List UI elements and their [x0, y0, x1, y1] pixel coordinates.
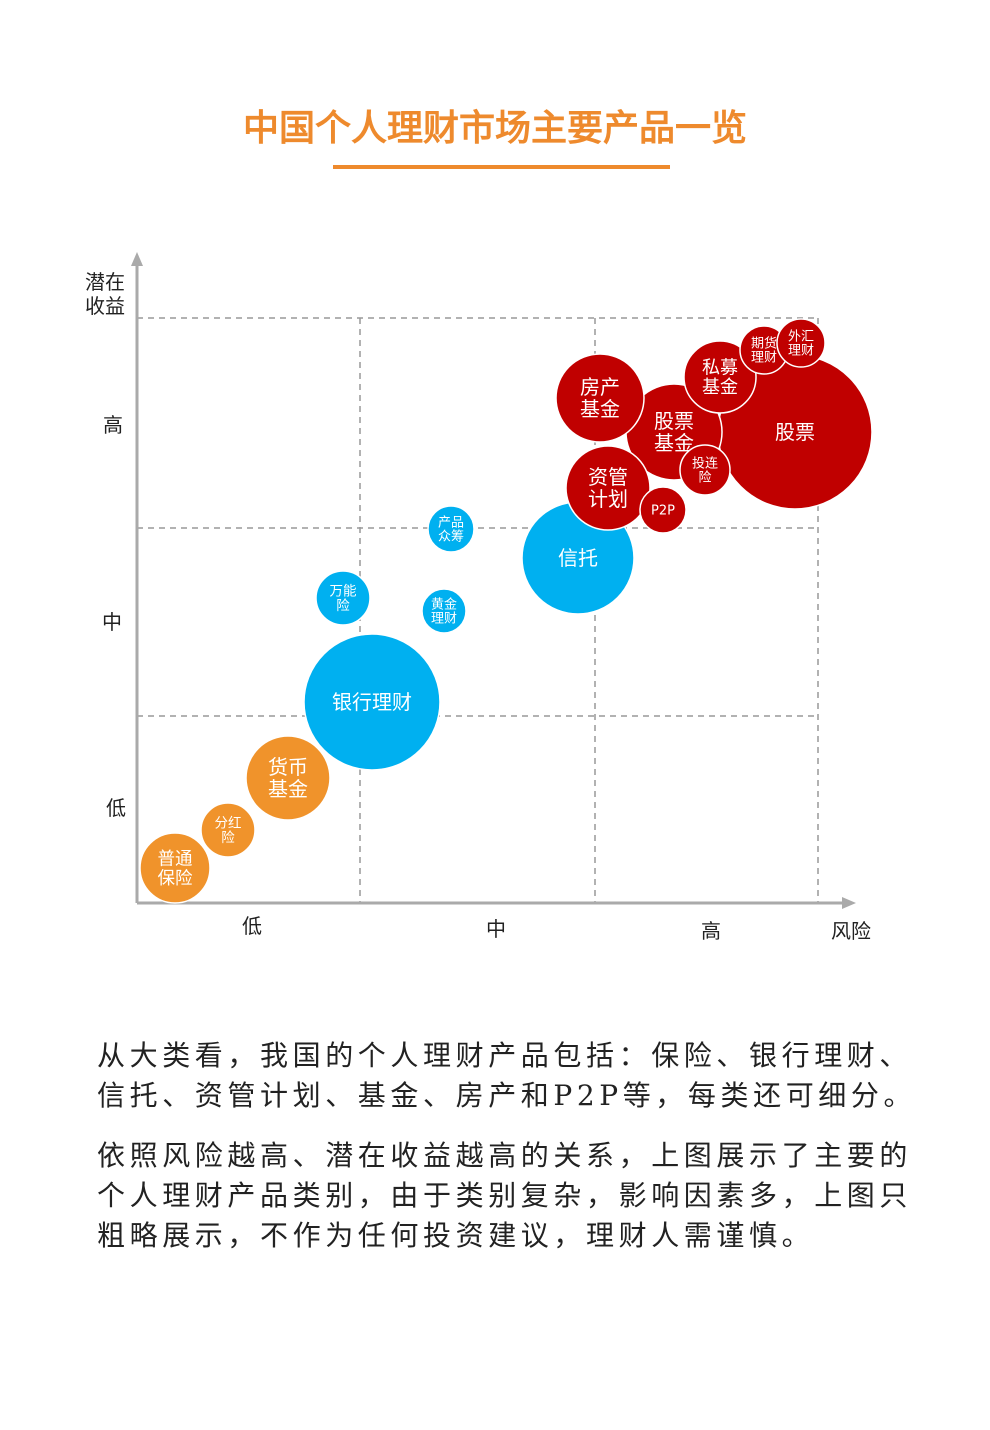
- bubble-label: 银行理财: [332, 690, 412, 714]
- bubble: [427, 505, 475, 553]
- y-level: 中: [102, 610, 122, 634]
- bubble-label: 股票: [775, 420, 815, 444]
- bubble: [139, 832, 211, 904]
- title-underline: [333, 165, 670, 169]
- y-arrow: [131, 252, 143, 266]
- bubble-label: 外汇: [788, 329, 814, 344]
- x-level: 低: [242, 914, 262, 938]
- bubble-label: 基金: [268, 777, 308, 801]
- bubble-label: 基金: [654, 431, 694, 455]
- paragraph-line: 信托、资管计划、基金、房产和P2P等，每类还可细分。: [97, 1079, 916, 1112]
- axis-labels: 潜在 收益 高 中 低 低 中 高 风险: [85, 270, 871, 943]
- bubble: [421, 588, 467, 634]
- text-body: 从大类看，我国的个人理财产品包括：保险、银行理财、信托、资管计划、基金、房产和P…: [97, 1039, 916, 1252]
- bubble-label: P2P: [651, 504, 675, 519]
- bubble: [639, 486, 687, 534]
- paragraph-line: 粗略展示，不作为任何投资建议，理财人需谨慎。: [97, 1219, 814, 1252]
- bubble-label: 理财: [431, 612, 457, 627]
- bubble-label: 理财: [788, 344, 814, 359]
- paragraph-line: 依照风险越高、潜在收益越高的关系，上图展示了主要的: [97, 1139, 912, 1172]
- bubble-label: 货币: [268, 755, 308, 779]
- bubble: [245, 735, 331, 821]
- bubble-label: 投连: [692, 455, 718, 471]
- x-level: 高: [701, 919, 721, 943]
- x-level: 中: [486, 917, 506, 941]
- bubble-label: 资管: [588, 465, 628, 489]
- bubble-label: 黄金: [431, 596, 457, 612]
- bubble-label: 基金: [580, 397, 620, 421]
- bubble-label: 险: [698, 471, 711, 486]
- bubble-label: 房产: [580, 375, 620, 399]
- bubble: [679, 444, 731, 496]
- bubble-label: 万能: [330, 583, 357, 599]
- axes: [131, 252, 856, 909]
- y-level: 高: [103, 413, 123, 437]
- paragraph-line: 从大类看，我国的个人理财产品包括：保险、银行理财、: [97, 1039, 912, 1072]
- bubble: [200, 802, 256, 858]
- paragraph-line: 个人理财产品类别，由于类别复杂，影响因素多，上图只: [97, 1179, 912, 1212]
- bubble: [776, 318, 826, 368]
- bubble-label: 信托: [558, 546, 598, 570]
- bubble: [303, 633, 441, 771]
- bubble-label: 计划: [588, 487, 628, 511]
- y-label: 潜在: [85, 270, 125, 294]
- grid: [137, 317, 819, 903]
- bubble-label: 险: [221, 830, 235, 846]
- bubble-label: 险: [336, 598, 350, 614]
- bubble: [565, 445, 651, 531]
- y-level: 低: [106, 796, 126, 820]
- bubble-label: 基金: [702, 377, 738, 398]
- bubble-label: 普通: [158, 850, 193, 870]
- bubble-label: 产品: [438, 515, 464, 530]
- x-label: 风险: [831, 919, 871, 943]
- bubble: [315, 570, 371, 626]
- bubble-label: 众筹: [438, 529, 464, 545]
- title: 中国个人理财市场主要产品一览: [243, 108, 747, 149]
- bubble: [555, 353, 645, 443]
- bubble: [683, 340, 757, 414]
- bubble-label: 保险: [158, 869, 193, 889]
- bubble-label: 私募: [702, 357, 738, 378]
- bubble-label: 期货: [751, 335, 777, 351]
- bubble-label: 分红: [215, 815, 242, 831]
- y-label: 收益: [85, 294, 125, 318]
- bubble-label: 股票: [654, 409, 694, 433]
- bubble-label: 理财: [751, 351, 777, 366]
- x-arrow: [842, 897, 856, 909]
